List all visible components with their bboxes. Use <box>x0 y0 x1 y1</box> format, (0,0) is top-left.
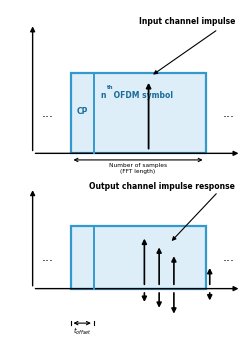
Bar <box>70 74 205 153</box>
Text: Number of samples
(FFT length): Number of samples (FFT length) <box>108 163 166 174</box>
Text: Input channel impulse: Input channel impulse <box>138 17 234 26</box>
Text: ...: ... <box>222 107 234 120</box>
Text: ...: ... <box>222 251 234 264</box>
Bar <box>70 226 205 289</box>
Text: Output channel impulse response: Output channel impulse response <box>89 182 234 191</box>
Text: th: th <box>106 85 113 90</box>
Text: OFDM symbol: OFDM symbol <box>110 91 172 100</box>
Text: n: n <box>100 91 105 100</box>
Text: ...: ... <box>41 107 53 120</box>
Text: $t_{offset}$: $t_{offset}$ <box>72 326 91 337</box>
Text: ...: ... <box>41 251 53 264</box>
Text: CP: CP <box>76 107 88 116</box>
